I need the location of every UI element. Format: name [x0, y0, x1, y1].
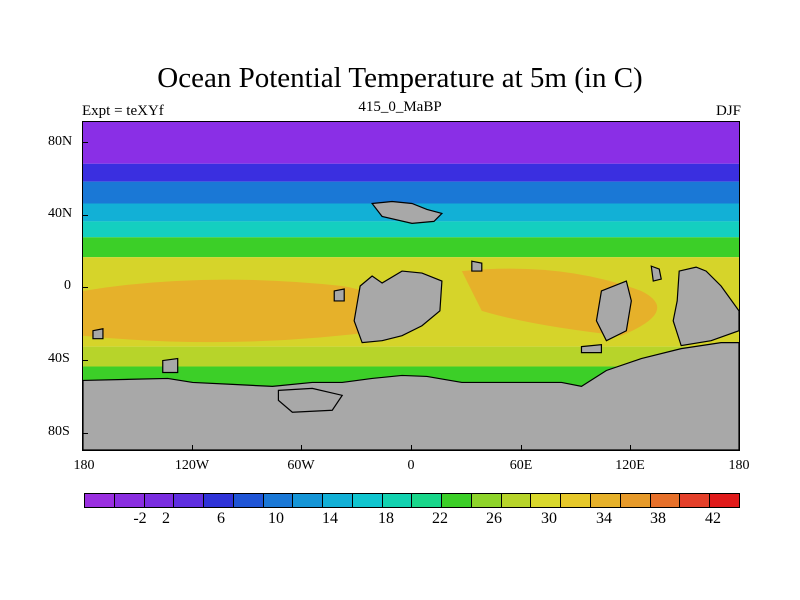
central-continent	[353, 270, 443, 344]
colorbar-swatch	[501, 494, 532, 507]
polar-band	[83, 122, 739, 164]
colorbar-label: 14	[322, 510, 338, 527]
colorbar-swatch	[323, 494, 353, 507]
x-tick-60e	[521, 445, 522, 451]
green-band	[83, 237, 739, 258]
colorbar-swatch	[442, 494, 472, 507]
colorbar-label: 6	[217, 510, 225, 527]
y-label-0: 0	[64, 278, 71, 293]
colorbar-label: 34	[596, 510, 612, 527]
colorbar-swatch	[293, 494, 324, 507]
eastern-island	[595, 280, 632, 342]
y-tick-80s	[82, 433, 88, 434]
eastern-continent	[672, 266, 739, 347]
colorbar-swatch	[382, 494, 413, 507]
colorbar-swatch	[471, 494, 502, 507]
colorbar-swatch	[85, 494, 115, 507]
colorbar-swatch	[680, 494, 711, 507]
colorbar-label: 30	[541, 510, 557, 527]
colorbar-label: 2	[162, 510, 170, 527]
small-island-6	[650, 265, 662, 282]
experiment-label: Expt = teXYf	[82, 103, 164, 119]
teal-band	[83, 221, 739, 238]
colorbar-swatch	[561, 494, 592, 507]
y-tick-0	[82, 287, 88, 288]
x-tick-180w	[82, 445, 83, 451]
southern-yellow-band	[83, 346, 739, 367]
landmass	[83, 200, 739, 450]
y-label-40s: 40S	[48, 351, 70, 366]
colorbar-swatch	[352, 494, 383, 507]
x-tick-60w	[301, 445, 302, 451]
colorbar-swatch	[531, 494, 562, 507]
colorbar-swatch	[114, 494, 145, 507]
season-label: DJF	[715, 103, 741, 119]
map-canvas	[83, 122, 739, 450]
plot-title: Ocean Potential Temperature at 5m (in C)	[157, 62, 643, 94]
y-tick-40n	[82, 215, 88, 216]
colorbar-label: 38	[650, 510, 666, 527]
x-tick-120w	[192, 445, 193, 451]
deep-blue-band	[83, 163, 739, 182]
x-label-120e: 120E	[615, 458, 645, 473]
small-island-3	[92, 328, 104, 340]
small-island-5	[580, 343, 603, 354]
colorbar-swatch	[591, 494, 621, 507]
colorbar-label: 10	[268, 510, 284, 527]
y-tick-80n	[82, 142, 88, 143]
colorbar-swatch	[650, 494, 681, 507]
colorbar-label: 18	[378, 510, 394, 527]
x-label-180-east: 180	[728, 458, 750, 473]
warm-pool-west	[83, 279, 388, 343]
colorbar-label: 26	[486, 510, 502, 527]
colorbar-swatch	[412, 494, 443, 507]
x-label-60e: 60E	[509, 458, 533, 473]
mid-blue-band	[83, 181, 739, 204]
x-tick-120e	[630, 445, 631, 451]
colorbar-swatch	[233, 494, 264, 507]
y-label-40n: 40N	[48, 206, 73, 221]
x-tick-0	[411, 445, 412, 451]
northern-island	[370, 200, 444, 224]
colorbar-label: 42	[705, 510, 721, 527]
x-tick-180e	[739, 445, 740, 451]
small-island-2	[471, 260, 483, 272]
small-island-4	[162, 357, 179, 374]
y-label-80s: 80S	[48, 424, 70, 439]
x-label-180-west: 180	[73, 458, 95, 473]
colorbar	[84, 493, 740, 508]
colorbar-label: 22	[432, 510, 448, 527]
x-label-120w: 120W	[174, 458, 210, 473]
colorbar-swatch	[144, 494, 175, 507]
temperature-map	[82, 121, 740, 451]
colorbar-swatch	[263, 494, 294, 507]
time-label: 415_0_MaBP	[358, 99, 442, 115]
small-island-1	[333, 288, 345, 302]
colorbar-swatch	[204, 494, 234, 507]
colorbar-label: -2	[133, 510, 147, 527]
y-label-80n: 80N	[48, 134, 73, 149]
colorbar-swatch	[620, 494, 651, 507]
colorbar-swatch	[710, 494, 739, 507]
y-tick-40s	[82, 360, 88, 361]
colorbar-swatch	[174, 494, 205, 507]
x-label-0: 0	[407, 458, 415, 473]
x-label-60w: 60W	[287, 458, 315, 473]
antarctic-landmass	[83, 342, 739, 450]
southern-island	[277, 387, 344, 413]
